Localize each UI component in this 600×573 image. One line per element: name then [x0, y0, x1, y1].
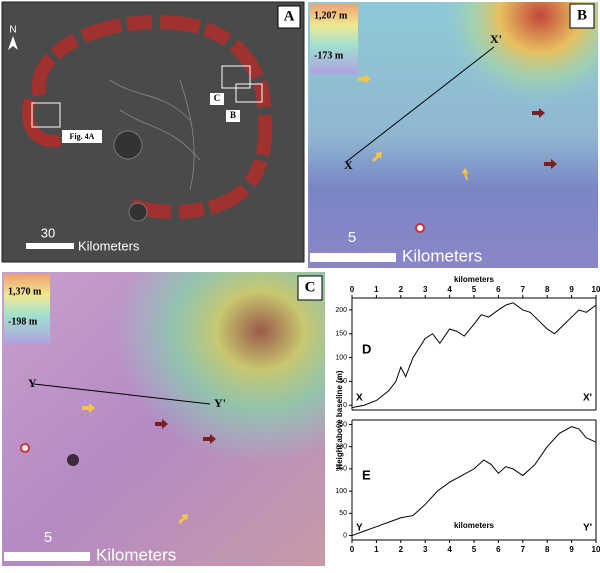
x-tick-label: 1	[374, 545, 379, 554]
y-tick-label: 200	[335, 444, 347, 451]
x-tick-label: 2	[399, 545, 404, 554]
x-tick-label: 10	[592, 285, 600, 294]
legend-min: -198 m	[8, 316, 38, 327]
y-tick-label: 100	[335, 354, 347, 361]
x-tick-label: 8	[545, 545, 550, 554]
x-tick-label: 6	[496, 285, 501, 294]
box-label: B	[230, 110, 236, 120]
box-label: C	[214, 93, 221, 103]
profile-start: X	[356, 393, 363, 404]
x-tick-label: 9	[569, 545, 574, 554]
x-tick-label: 2	[399, 285, 404, 294]
x-tick-label: 5	[472, 285, 477, 294]
x-tick-label: 7	[521, 285, 526, 294]
panel-label: A	[284, 8, 295, 24]
x-axis-label: kilometers	[454, 275, 495, 284]
y-tick-label: 50	[339, 510, 347, 517]
chart-frame	[330, 278, 598, 566]
x-tick-label: 1	[374, 285, 379, 294]
panel-label: C	[305, 279, 316, 295]
x-tick-label: 9	[569, 285, 574, 294]
panel-a: C B Fig. 4A A N 30 Kilometers	[1, 1, 305, 263]
profile-end: Y'	[583, 523, 592, 534]
x-tick-label: 4	[447, 545, 452, 554]
profile-start: X	[344, 158, 353, 172]
legend-max: 1,370 m	[8, 286, 42, 297]
panel-label: D	[362, 341, 371, 356]
x-tick-label: 3	[423, 545, 428, 554]
panel-c: 1,370 m -198 m Y Y' C 5 Kilometers	[2, 272, 325, 566]
scale-unit: Kilometers	[78, 238, 140, 253]
x-axis-label: kilometers	[454, 521, 495, 530]
profile-end: X'	[490, 32, 502, 46]
y-tick-label: 0	[343, 532, 347, 539]
scale-unit: Kilometers	[402, 246, 482, 265]
y-tick-label: 200	[335, 307, 347, 314]
x-tick-label: 0	[350, 285, 355, 294]
y-axis-label: Height above baseline (m)	[335, 370, 344, 469]
scale-value: 5	[44, 529, 52, 546]
profile-start: Y	[356, 523, 363, 534]
y-tick-label: 100	[335, 488, 347, 495]
x-tick-label: 0	[350, 545, 355, 554]
profile-end: Y'	[214, 396, 226, 410]
x-tick-label: 7	[521, 545, 526, 554]
profile-line	[351, 302, 597, 409]
scale-unit: Kilometers	[96, 545, 176, 564]
figure-reference: Fig. 4A	[70, 132, 95, 141]
x-tick-label: 3	[423, 285, 428, 294]
x-tick-label: 8	[545, 285, 550, 294]
profile-start: Y	[28, 376, 37, 390]
x-tick-label: 10	[592, 545, 600, 554]
x-tick-label: 6	[496, 545, 501, 554]
x-tick-label: 4	[447, 285, 452, 294]
panel-label: B	[577, 7, 587, 23]
scale-value: 5	[348, 229, 356, 246]
legend-max: 1,207 m	[314, 10, 348, 21]
y-tick-label: 250	[335, 421, 347, 428]
y-tick-label: 150	[335, 466, 347, 473]
scale-value: 30	[41, 225, 55, 240]
y-tick-label: 150	[335, 331, 347, 338]
north-arrow: N	[9, 25, 16, 36]
profile-line	[351, 426, 597, 537]
y-tick-label: 50	[339, 378, 347, 385]
panel-b: 1,207 m -173 m X X' B 5 Kilometers	[308, 2, 598, 268]
panel-label: E	[362, 467, 371, 482]
profile-end: X'	[583, 393, 592, 404]
x-tick-label: 5	[472, 545, 477, 554]
y-tick-label: 0	[343, 402, 347, 409]
legend-min: -173 m	[314, 50, 344, 61]
